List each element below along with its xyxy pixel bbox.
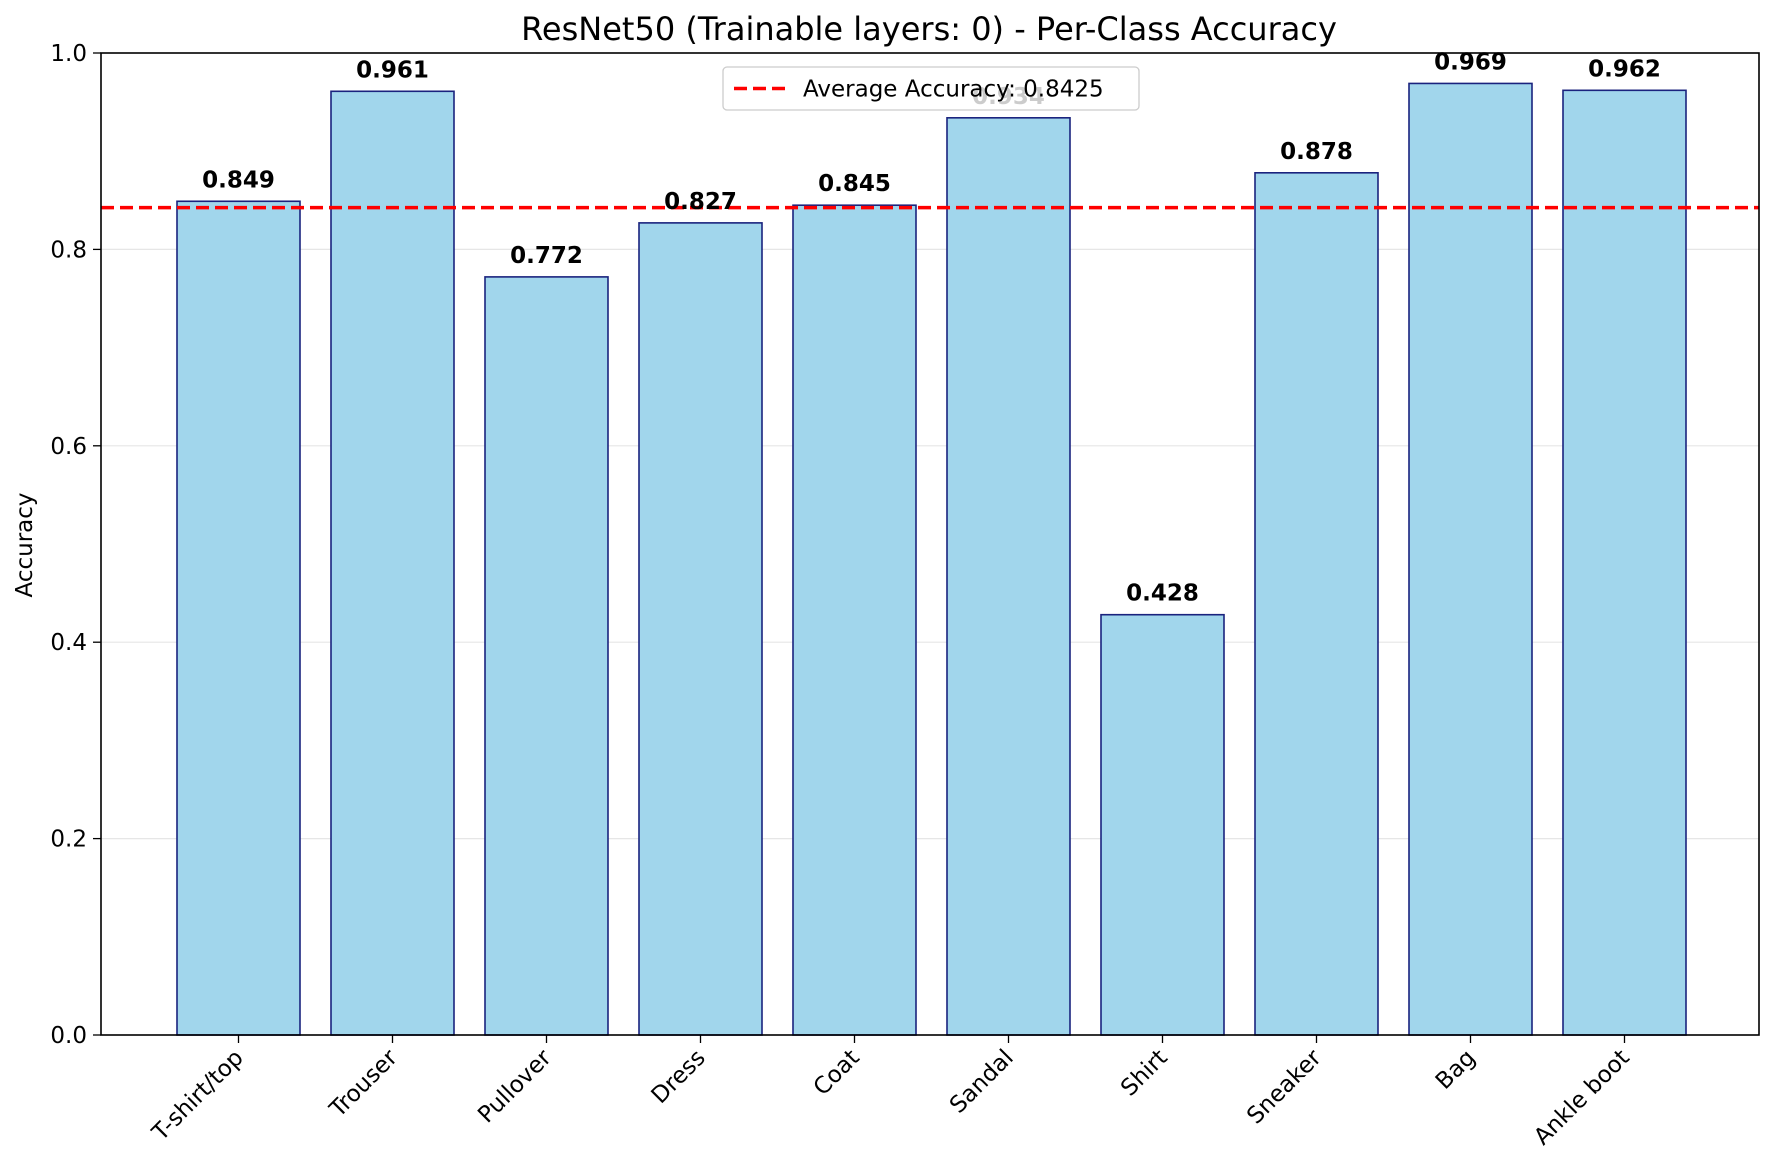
bar-sandal <box>946 117 1071 1036</box>
y-tick-label: 0.6 <box>50 434 87 460</box>
value-label: 0.849 <box>202 167 275 193</box>
bar-dress <box>638 222 763 1036</box>
y-axis-label: Accuracy <box>12 492 38 597</box>
bar-pullover <box>484 276 609 1036</box>
legend-box <box>722 66 1140 111</box>
x-tick-label: Sandal <box>945 1045 1019 1119</box>
value-label: 0.772 <box>510 243 583 269</box>
bar-sneaker <box>1254 172 1379 1036</box>
value-label: 0.845 <box>818 171 891 197</box>
x-tick-label: Shirt <box>1116 1045 1173 1102</box>
x-tick-label: Pullover <box>473 1044 557 1128</box>
value-label: 0.878 <box>1280 139 1353 165</box>
x-tick-label: Ankle boot <box>1529 1045 1635 1151</box>
y-tick-label: 0.4 <box>50 630 87 656</box>
y-tick-label: 0.0 <box>50 1023 87 1049</box>
value-label: 0.962 <box>1588 56 1661 82</box>
x-tick-label: Bag <box>1431 1045 1481 1095</box>
x-tick-label: Dress <box>647 1045 711 1109</box>
x-tick-label: Trouser <box>324 1044 403 1123</box>
legend-label: Average Accuracy: 0.8425 <box>803 77 1104 103</box>
value-label: 0.827 <box>664 189 737 215</box>
bar-bag <box>1408 82 1533 1036</box>
bars <box>176 82 1687 1036</box>
x-tick-label: Sneaker <box>1242 1044 1327 1129</box>
value-label: 0.428 <box>1126 581 1199 607</box>
bar-trouser <box>330 90 455 1036</box>
bar-shirt <box>1100 613 1225 1036</box>
y-tick-label: 0.2 <box>50 827 87 853</box>
y-tick-label: 1.0 <box>50 41 87 67</box>
value-label: 0.961 <box>356 57 429 83</box>
bar-coat <box>792 204 917 1036</box>
bar-ankle-boot <box>1562 89 1687 1036</box>
x-tick-label: Coat <box>809 1045 865 1101</box>
plot-frame <box>100 52 1760 1036</box>
y-tick-label: 0.8 <box>50 237 87 263</box>
bar-t-shirt-top <box>176 200 301 1036</box>
legend: Average Accuracy: 0.8425 <box>722 66 1140 111</box>
x-tick-label: T-shirt/top <box>147 1045 249 1147</box>
chart-title: ResNet50 (Trainable layers: 0) - Per-Cla… <box>521 10 1337 48</box>
